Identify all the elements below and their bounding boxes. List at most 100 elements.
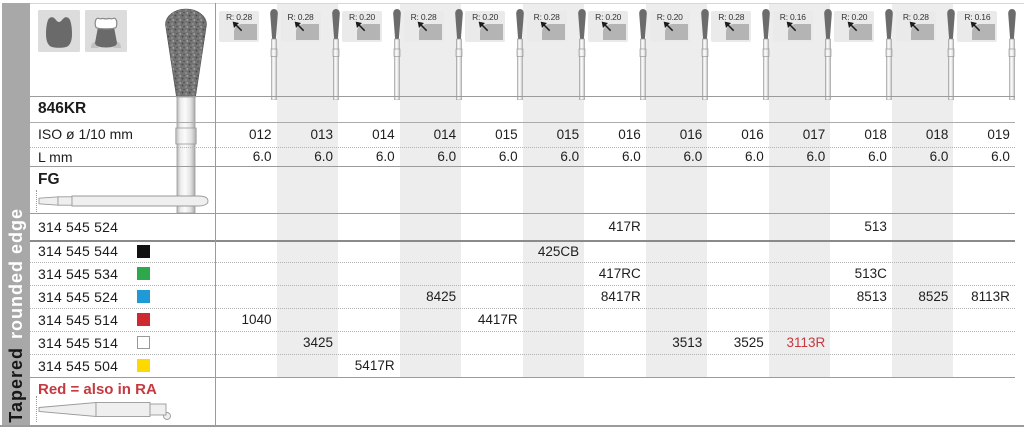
radius-corner-square — [849, 24, 873, 40]
radius-arrow-icon — [539, 20, 552, 33]
table-row: 314 545 534 417RC 513C — [30, 262, 1015, 285]
figure-cell: 3525 — [733, 335, 764, 350]
row-label: 314 545 534 — [30, 262, 215, 285]
iso-row-label: ISO ø 1/10 mm — [38, 126, 133, 142]
length-value: 6.0 — [437, 149, 457, 164]
iso-value: 012 — [249, 127, 272, 142]
radius-tile: R: 0.28 — [895, 11, 936, 42]
radius-value: R: 0.20 — [841, 12, 868, 22]
grid-line — [30, 3, 1024, 4]
length-value: 6.0 — [560, 149, 580, 164]
radius-corner-square — [419, 24, 442, 40]
radius-tile: R: 0.20 — [588, 11, 629, 42]
bur-illustration — [165, 8, 207, 213]
column-header: R: 0.28 — [400, 8, 462, 96]
order-number: 314 545 544 — [38, 243, 119, 259]
radius-arrow-icon — [908, 20, 921, 33]
column-header: R: 0.28 — [707, 8, 769, 96]
column-header: R: 0.28 — [215, 8, 277, 96]
color-code-square — [137, 336, 150, 349]
radius-tile: R: 0.28 — [219, 11, 259, 42]
grid-line — [30, 213, 1015, 214]
iso-value: 016 — [741, 127, 764, 142]
column-stripe — [645, 3, 707, 377]
axis-line — [36, 190, 37, 212]
order-number: 314 545 514 — [38, 334, 119, 351]
column-header: R: 0.20 — [584, 8, 646, 96]
order-number: 314 545 524 — [38, 288, 119, 305]
column-header: R: 0.28 — [277, 8, 339, 96]
sidebar-edge-label: rounded edge — [6, 207, 26, 339]
length-value: 6.0 — [806, 149, 826, 164]
category-sidebar: rounded edge Tapered — [2, 3, 30, 427]
radius-arrow-icon — [785, 20, 798, 33]
radius-arrow-icon — [477, 20, 490, 33]
figure-cell: 5417R — [354, 358, 395, 373]
grid-line — [30, 331, 1015, 332]
radius-tile: R: 0.28 — [403, 11, 444, 42]
radius-value: R: 0.20 — [656, 12, 683, 22]
radius-corner-square — [788, 24, 811, 40]
table-row: 314 545 514 1040 4417R — [30, 308, 1015, 331]
order-number: 314 545 504 — [38, 357, 119, 374]
iso-value: 014 — [433, 127, 457, 142]
ra-availability-note: Red = also in RA — [38, 381, 157, 398]
grid-line — [30, 147, 1015, 148]
sidebar-shape-label: Tapered — [6, 347, 26, 423]
radius-tile: R: 0.16 — [957, 11, 998, 42]
order-number: 314 545 524 — [38, 218, 119, 235]
radius-value: R: 0.28 — [287, 12, 314, 22]
figure-cell: 3425 — [303, 335, 334, 350]
figure-cell: 425CB — [537, 243, 580, 259]
radius-arrow-icon — [969, 20, 982, 33]
grid-line — [30, 377, 1015, 378]
page-bottom-rule — [0, 425, 1024, 427]
figure-cell: 513 — [864, 219, 887, 234]
iso-value: 018 — [864, 127, 887, 142]
figure-cell: 1040 — [241, 312, 272, 327]
radius-corner-square — [665, 24, 688, 40]
grid-line — [30, 285, 1015, 286]
radius-value: R: 0.28 — [902, 12, 929, 22]
radius-value: R: 0.20 — [472, 12, 499, 22]
column-stripe — [891, 3, 953, 377]
color-code-square — [137, 359, 150, 372]
radius-arrow-icon — [600, 20, 613, 33]
column-header: R: 0.20 — [461, 8, 523, 96]
figure-cell: 4417R — [477, 312, 518, 327]
grid-line — [30, 308, 1015, 309]
table-row: 314 545 514 3425 3513 3525 3113R — [30, 331, 1015, 354]
iso-value: 014 — [372, 127, 395, 142]
column-header: R: 0.20 — [830, 8, 892, 96]
grid-line — [30, 96, 1015, 97]
length-value: 6.0 — [621, 149, 641, 164]
column-header: R: 0.16 — [769, 8, 831, 96]
figure-cell: 417R — [608, 219, 641, 234]
iso-value: 015 — [495, 127, 518, 142]
figure-cell: 8425 — [426, 289, 457, 304]
shank-type-label: FG — [38, 171, 60, 188]
iso-row: 012 013 014 014 015 015 016 016 016 017 … — [215, 122, 1015, 147]
column-stripe — [522, 3, 584, 377]
tooth-prep-icon — [38, 10, 80, 52]
radius-arrow-icon — [416, 20, 429, 33]
length-row-label: L mm — [38, 149, 73, 165]
length-row: 6.0 6.0 6.0 6.0 6.0 6.0 6.0 6.0 6.0 6.0 … — [215, 147, 1015, 167]
figure-cell: 8525 — [918, 289, 949, 304]
product-name: 846KR — [38, 100, 87, 117]
figure-cell: 8113R — [971, 289, 1010, 304]
column-header: R: 0.28 — [892, 8, 954, 96]
fg-shank-icon — [38, 195, 209, 207]
radius-tile: R: 0.20 — [834, 11, 875, 42]
radius-value: R: 0.20 — [595, 12, 622, 22]
radius-corner-square — [234, 24, 257, 40]
table-divider — [215, 3, 216, 425]
radius-corner-square — [542, 24, 565, 40]
iso-value: 015 — [556, 127, 580, 142]
color-code-square — [137, 267, 150, 280]
iso-value: 013 — [310, 127, 334, 142]
radius-value: R: 0.28 — [533, 12, 560, 22]
table-row: 314 545 504 5417R — [30, 354, 1015, 377]
radius-arrow-icon — [662, 20, 675, 33]
ra-shank-icon — [38, 402, 171, 420]
